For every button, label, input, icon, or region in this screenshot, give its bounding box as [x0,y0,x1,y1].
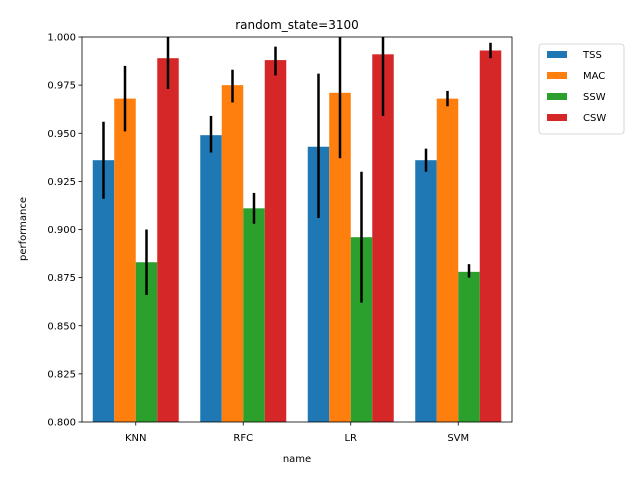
axes: 0.800 0.825 0.850 0.875 0.900 0.925 0.950 0.975… [47,33,513,444]
bar-ssw-svm [458,271,480,422]
legend-swatch-csw [547,114,567,121]
bar-tss-knn [92,160,115,422]
legend-label-mac: MAC [583,71,605,82]
y-tick-label: 1.000 [47,33,76,44]
bar-mac-knn [114,98,136,422]
x-tick-label-lr: LR [344,433,357,444]
legend-label-tss: TSS [582,50,602,61]
bar-csw-lr [372,54,394,422]
bar-mac-svm [436,98,459,422]
legend: TSS MAC SSW CSW [538,43,625,135]
y-tick-label: 0.925 [47,177,76,188]
chart-title: random_state=3100 [235,18,359,32]
y-tick-label: 0.825 [47,369,76,380]
bar-csw-svm [479,50,502,422]
legend-swatch-tss [547,51,567,58]
y-tick-label: 0.975 [47,81,76,92]
bar-tss-svm [415,160,437,422]
bar-csw-rfc [264,60,287,422]
bar-tss-lr [307,146,330,423]
plot-area [92,37,502,423]
bar-tss-rfc [200,135,222,422]
bar-ssw-lr [350,237,373,422]
legend-label-csw: CSW [583,113,606,124]
bar-mac-lr [329,92,351,422]
legend-box [538,43,625,135]
x-tick-label-rfc: RFC [233,433,253,444]
x-tick-label-knn: KNN [125,433,147,444]
bar-ssw-knn [135,262,158,422]
legend-swatch-ssw [547,93,567,100]
y-tick-label: 0.875 [47,273,76,284]
legend-label-ssw: SSW [583,92,606,103]
x-tick-label-svm: SVM [447,433,469,444]
legend-swatch-mac [547,72,567,79]
y-tick-label: 0.800 [47,418,76,429]
x-axis-label: name [283,454,311,465]
y-tick-label: 0.950 [47,129,76,140]
y-tick-label: 0.850 [47,321,76,332]
bar-ssw-rfc [243,208,265,422]
bar-mac-rfc [221,85,244,422]
y-tick-label: 0.900 [47,225,76,236]
bar-csw-knn [157,58,179,423]
y-axis-label: performance [18,197,29,261]
